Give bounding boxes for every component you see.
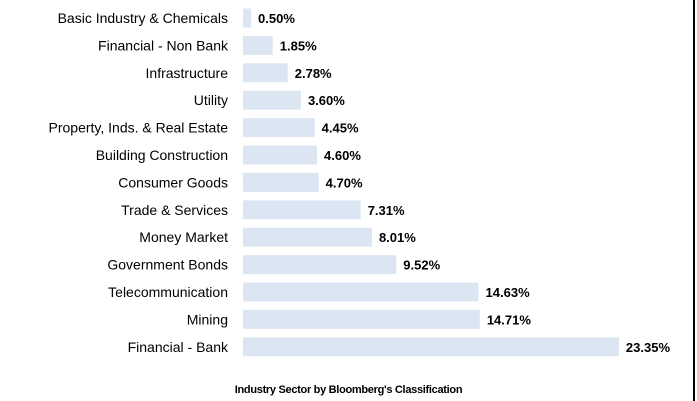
value-label: 14.71%: [487, 312, 532, 327]
category-label: Building Construction: [96, 147, 228, 163]
value-label: 14.63%: [486, 285, 531, 300]
category-label: Government Bonds: [107, 257, 228, 273]
category-label: Basic Industry & Chemicals: [58, 10, 228, 26]
bar: [243, 200, 361, 220]
category-label: Property, Inds. & Real Estate: [49, 120, 229, 136]
bar: [243, 8, 252, 28]
bar: [243, 172, 319, 192]
category-label: Utility: [194, 92, 228, 108]
chart-right-border: [693, 0, 695, 401]
category-label: Money Market: [139, 229, 228, 245]
value-label: 8.01%: [379, 230, 416, 245]
bar: [243, 145, 318, 165]
bar: [243, 282, 479, 302]
category-label: Trade & Services: [121, 202, 228, 218]
value-label: 4.60%: [324, 148, 361, 163]
value-label: 0.50%: [258, 11, 295, 26]
category-label: Financial - Non Bank: [98, 37, 229, 53]
category-label: Infrastructure: [146, 65, 229, 81]
value-label: 4.45%: [322, 121, 359, 136]
value-label: 4.70%: [326, 175, 363, 190]
category-label: Mining: [187, 311, 228, 327]
bar: [243, 227, 372, 247]
bar: [243, 255, 397, 275]
bar: [243, 337, 619, 357]
value-label: 2.78%: [295, 66, 332, 81]
chart-caption: Industry Sector by Bloomberg's Classific…: [234, 384, 463, 396]
value-label: 7.31%: [368, 203, 405, 218]
value-label: 1.85%: [280, 38, 317, 53]
value-label: 3.60%: [308, 93, 345, 108]
bar: [243, 309, 480, 329]
category-label: Telecommunication: [108, 284, 228, 300]
bar: [243, 118, 315, 138]
bar: [243, 63, 288, 83]
value-label: 23.35%: [626, 340, 671, 355]
bar: [243, 90, 301, 110]
category-label: Financial - Bank: [128, 339, 229, 355]
value-label: 9.52%: [403, 258, 440, 273]
category-label: Consumer Goods: [118, 174, 228, 190]
bar: [243, 35, 273, 55]
